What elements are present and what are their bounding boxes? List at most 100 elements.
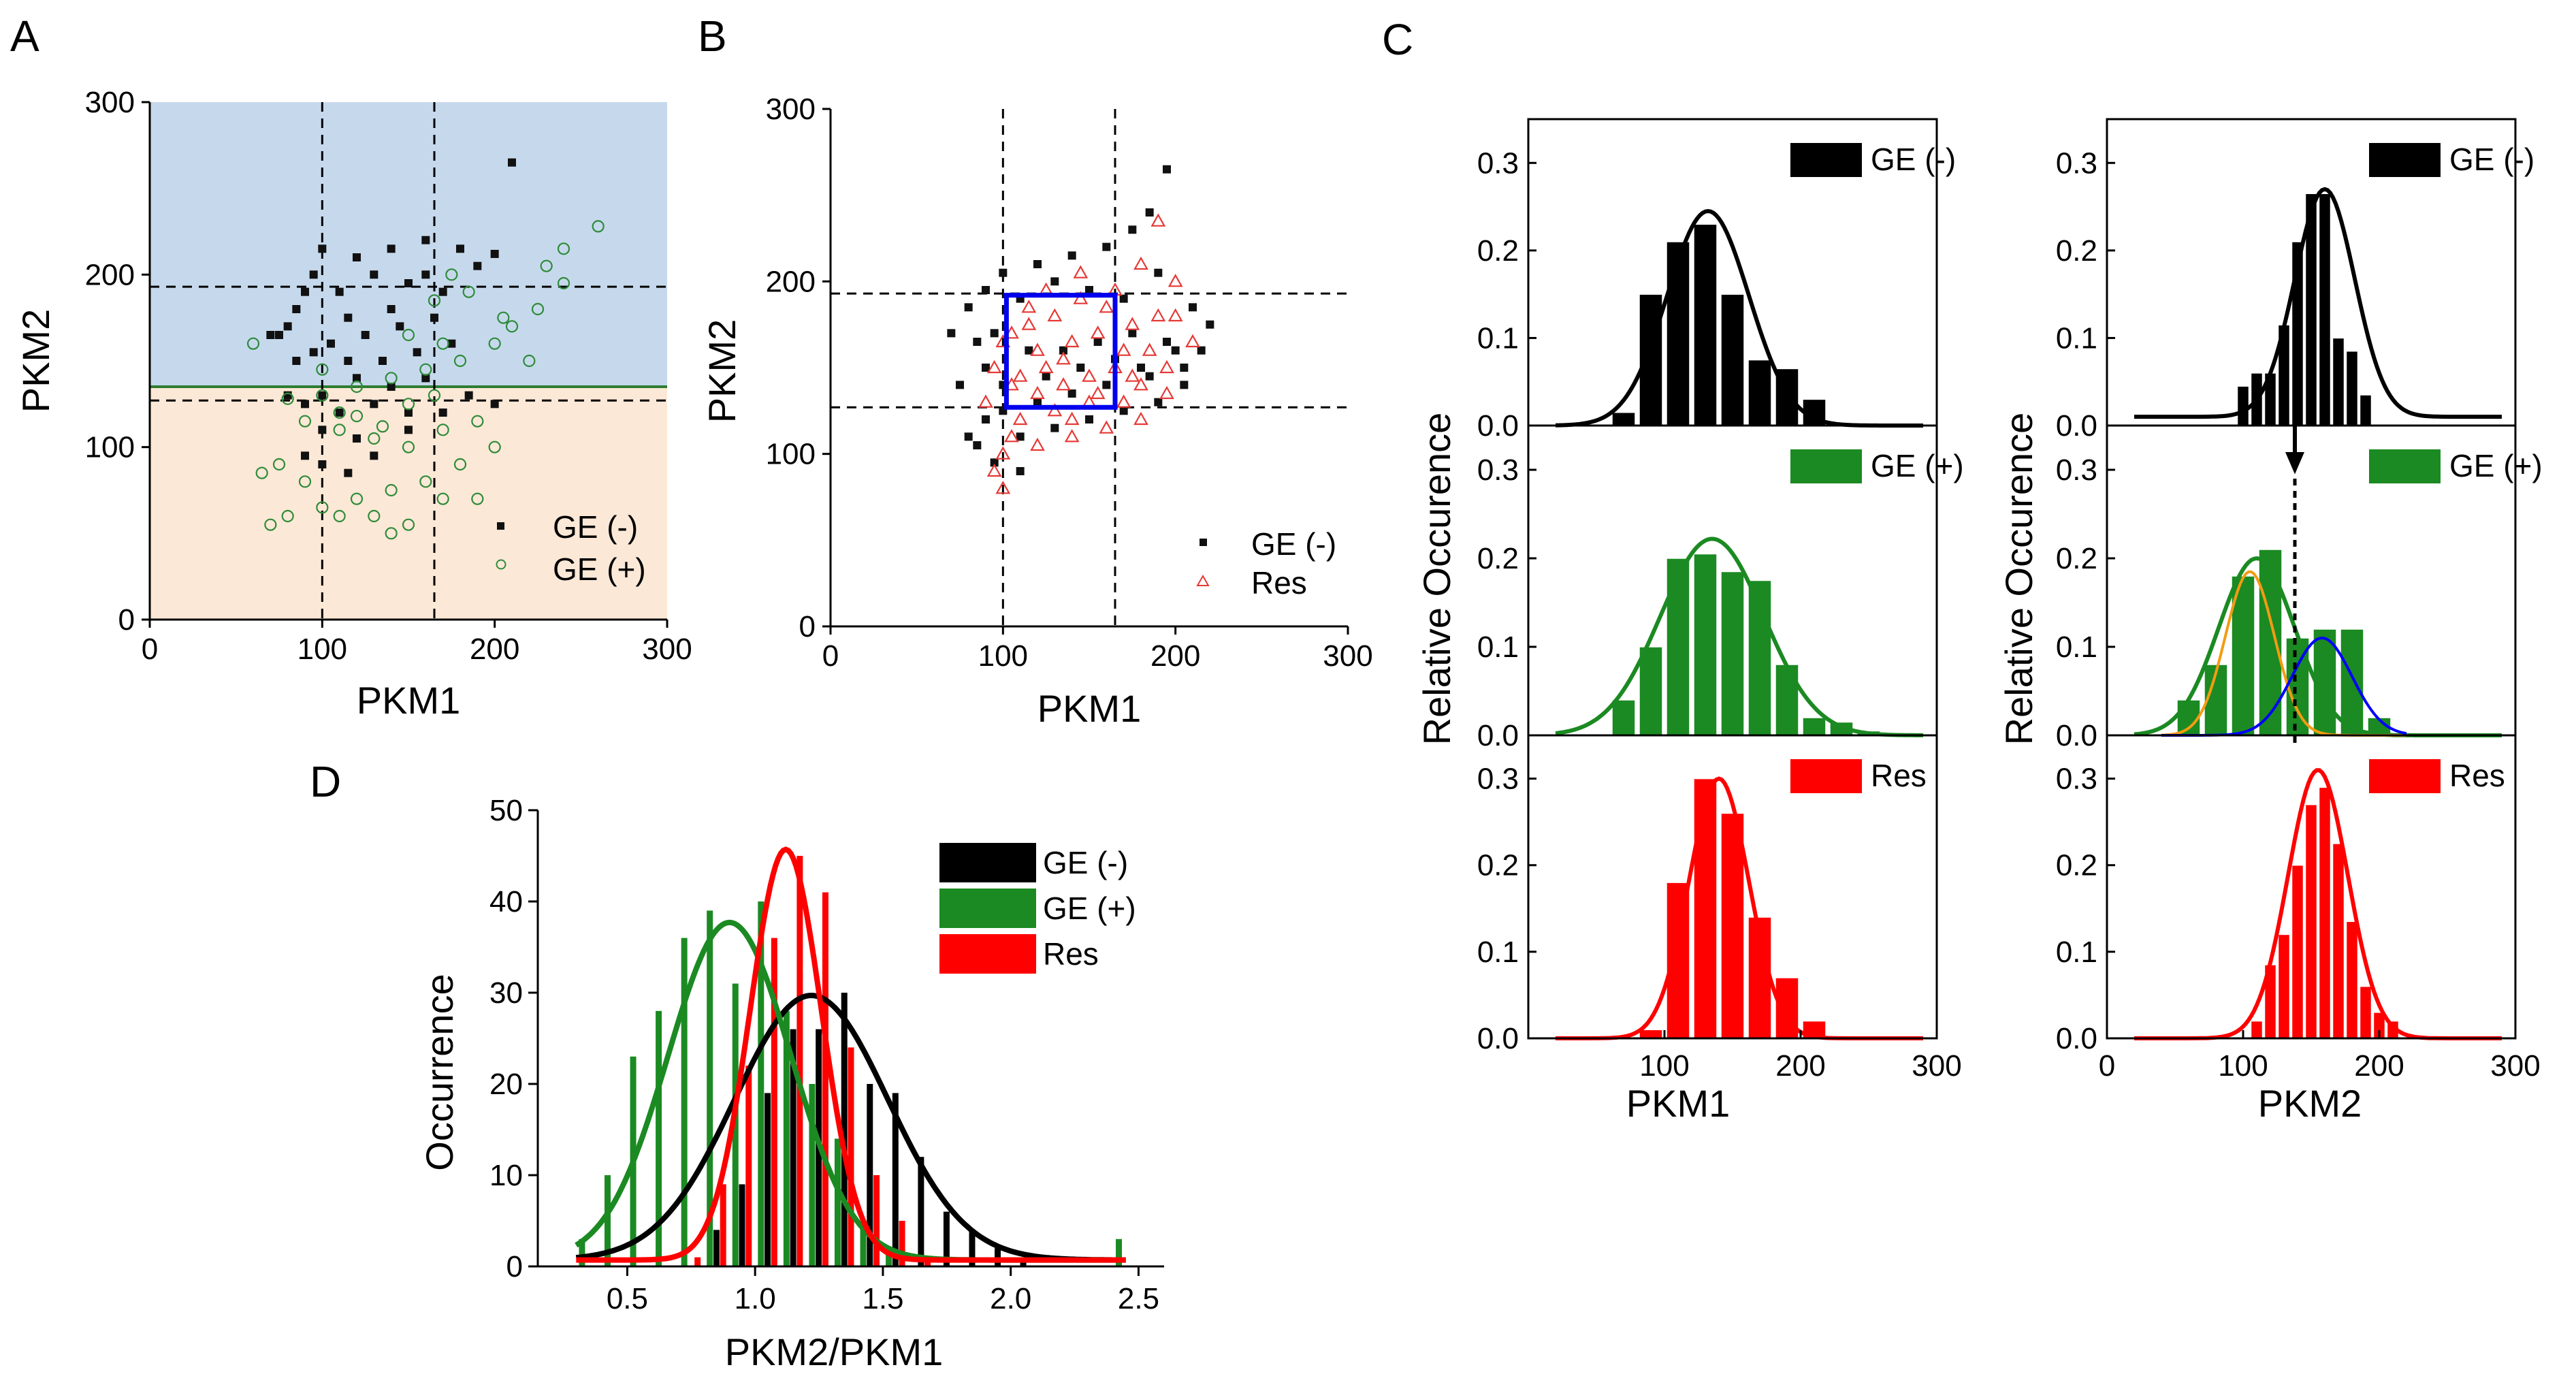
panel-c-right-x-axis-label: PKM2: [2258, 1082, 2362, 1125]
data-point: [964, 432, 973, 441]
data-point: [1085, 286, 1093, 294]
panel-label-d: D: [310, 757, 341, 806]
data-point: [1159, 385, 1174, 400]
data-point: [1119, 294, 1128, 303]
data-point: [1093, 338, 1102, 346]
data-point: [471, 492, 484, 505]
data-point: [592, 220, 605, 233]
data-point: [436, 337, 449, 350]
data-point: [387, 244, 396, 253]
data-point: [1180, 364, 1189, 372]
legend-swatch: [2369, 759, 2441, 793]
x-tick-label: 0: [822, 639, 839, 673]
data-point: [1076, 364, 1085, 372]
data-point: [298, 475, 312, 488]
y-tick-label: 0.2: [2056, 542, 2097, 575]
data-point: [316, 501, 329, 514]
data-point: [505, 320, 519, 333]
data-point: [385, 527, 398, 540]
data-point: [1030, 437, 1045, 451]
data-point: [368, 432, 381, 445]
fit-curve: [1555, 537, 1923, 737]
histogram-bar: [745, 1066, 752, 1266]
data-point: [368, 509, 381, 523]
histogram-bar: [1748, 359, 1772, 426]
histogram-bar: [605, 1175, 611, 1266]
fit-curve: [575, 992, 1126, 1263]
data-point: [1025, 346, 1033, 355]
panel-b-legend: GE (-) Res: [1196, 526, 1336, 601]
legend-label-ge-minus: GE (-): [1251, 526, 1336, 562]
y-tick-label: 300: [766, 93, 816, 126]
data-point: [1085, 415, 1093, 423]
histogram-bar: [732, 983, 739, 1266]
data-point: [350, 380, 364, 394]
histogram-bar: [2332, 337, 2345, 426]
panel-b-x-axis-label: PKM1: [1037, 687, 1142, 730]
histogram-bar: [681, 938, 688, 1266]
panel-c-left-x-axis-label: PKM1: [1626, 1082, 1730, 1125]
subplot-frame: [1527, 734, 1938, 1040]
data-point: [1082, 368, 1097, 382]
data-point: [350, 409, 364, 423]
data-point: [490, 400, 499, 409]
histogram-bar: [707, 910, 713, 1266]
panel-a-x-axis-label: PKM1: [357, 679, 461, 722]
y-tick-label: 30: [489, 976, 523, 1010]
data-point: [995, 481, 1011, 494]
y-tick-label: 20: [489, 1068, 523, 1101]
legend-label: Res: [1871, 758, 1927, 793]
histogram-bar: [2318, 786, 2332, 1039]
data-point: [298, 415, 312, 428]
panel-d-x-axis-label: PKM2/PKM1: [725, 1330, 944, 1373]
x-tick-label: 200: [2354, 1049, 2404, 1083]
x-tick-label: 2.0: [990, 1282, 1031, 1315]
data-point: [301, 287, 309, 296]
data-point: [986, 463, 1002, 477]
data-point: [464, 391, 473, 400]
histogram-bar: [1693, 223, 1718, 426]
panel-a-legend: GE (-) GE (+): [496, 509, 646, 587]
y-tick-label: 0.3: [2056, 146, 2097, 180]
y-tick-label: 0.2: [2056, 234, 2097, 268]
y-tick-label: 10: [489, 1159, 523, 1192]
data-point: [387, 305, 396, 313]
data-point: [309, 348, 318, 357]
x-tick-label: 1.0: [735, 1282, 776, 1315]
data-point: [1125, 368, 1140, 382]
histogram-bar: [1666, 558, 1690, 736]
data-point: [1021, 300, 1037, 313]
legend-swatch-ge-plus: [939, 889, 1036, 928]
data-point: [370, 270, 379, 279]
legend-marker-ge-plus: [496, 559, 506, 570]
data-point: [1056, 351, 1071, 365]
data-point: [990, 458, 999, 467]
legend-label: GE (-): [1871, 142, 1956, 177]
data-point: [1099, 420, 1114, 434]
data-point: [1102, 381, 1111, 389]
data-point: [1102, 242, 1111, 251]
histogram-bar: [918, 1157, 924, 1266]
fit-curve: [2134, 768, 2502, 1040]
x-tick-label: 300: [1323, 639, 1372, 673]
x-tick-label: 2.5: [1118, 1282, 1159, 1315]
y-tick-label: 0.1: [2056, 321, 2097, 355]
data-point: [353, 253, 361, 261]
data-point: [1168, 308, 1183, 322]
y-tick-label: 0.2: [1477, 542, 1519, 575]
x-tick-label: 100: [978, 639, 1028, 673]
data-point: [982, 364, 990, 372]
data-point: [1145, 372, 1154, 381]
histogram-bar: [2359, 394, 2372, 426]
y-tick-label: 0.2: [1477, 234, 1519, 268]
histogram-bar: [579, 1238, 585, 1266]
panel-d-legend: GE (-) GE (+) Res: [939, 843, 1136, 974]
histogram-bar: [969, 1230, 976, 1266]
y-tick-label: 0.0: [1477, 1022, 1519, 1055]
y-tick-label: 0.3: [1477, 453, 1519, 487]
data-point: [508, 158, 516, 167]
data-point: [318, 244, 327, 253]
legend-marker-ge-minus: [1200, 539, 1207, 546]
data-point: [557, 242, 570, 255]
data-point: [1154, 398, 1163, 406]
